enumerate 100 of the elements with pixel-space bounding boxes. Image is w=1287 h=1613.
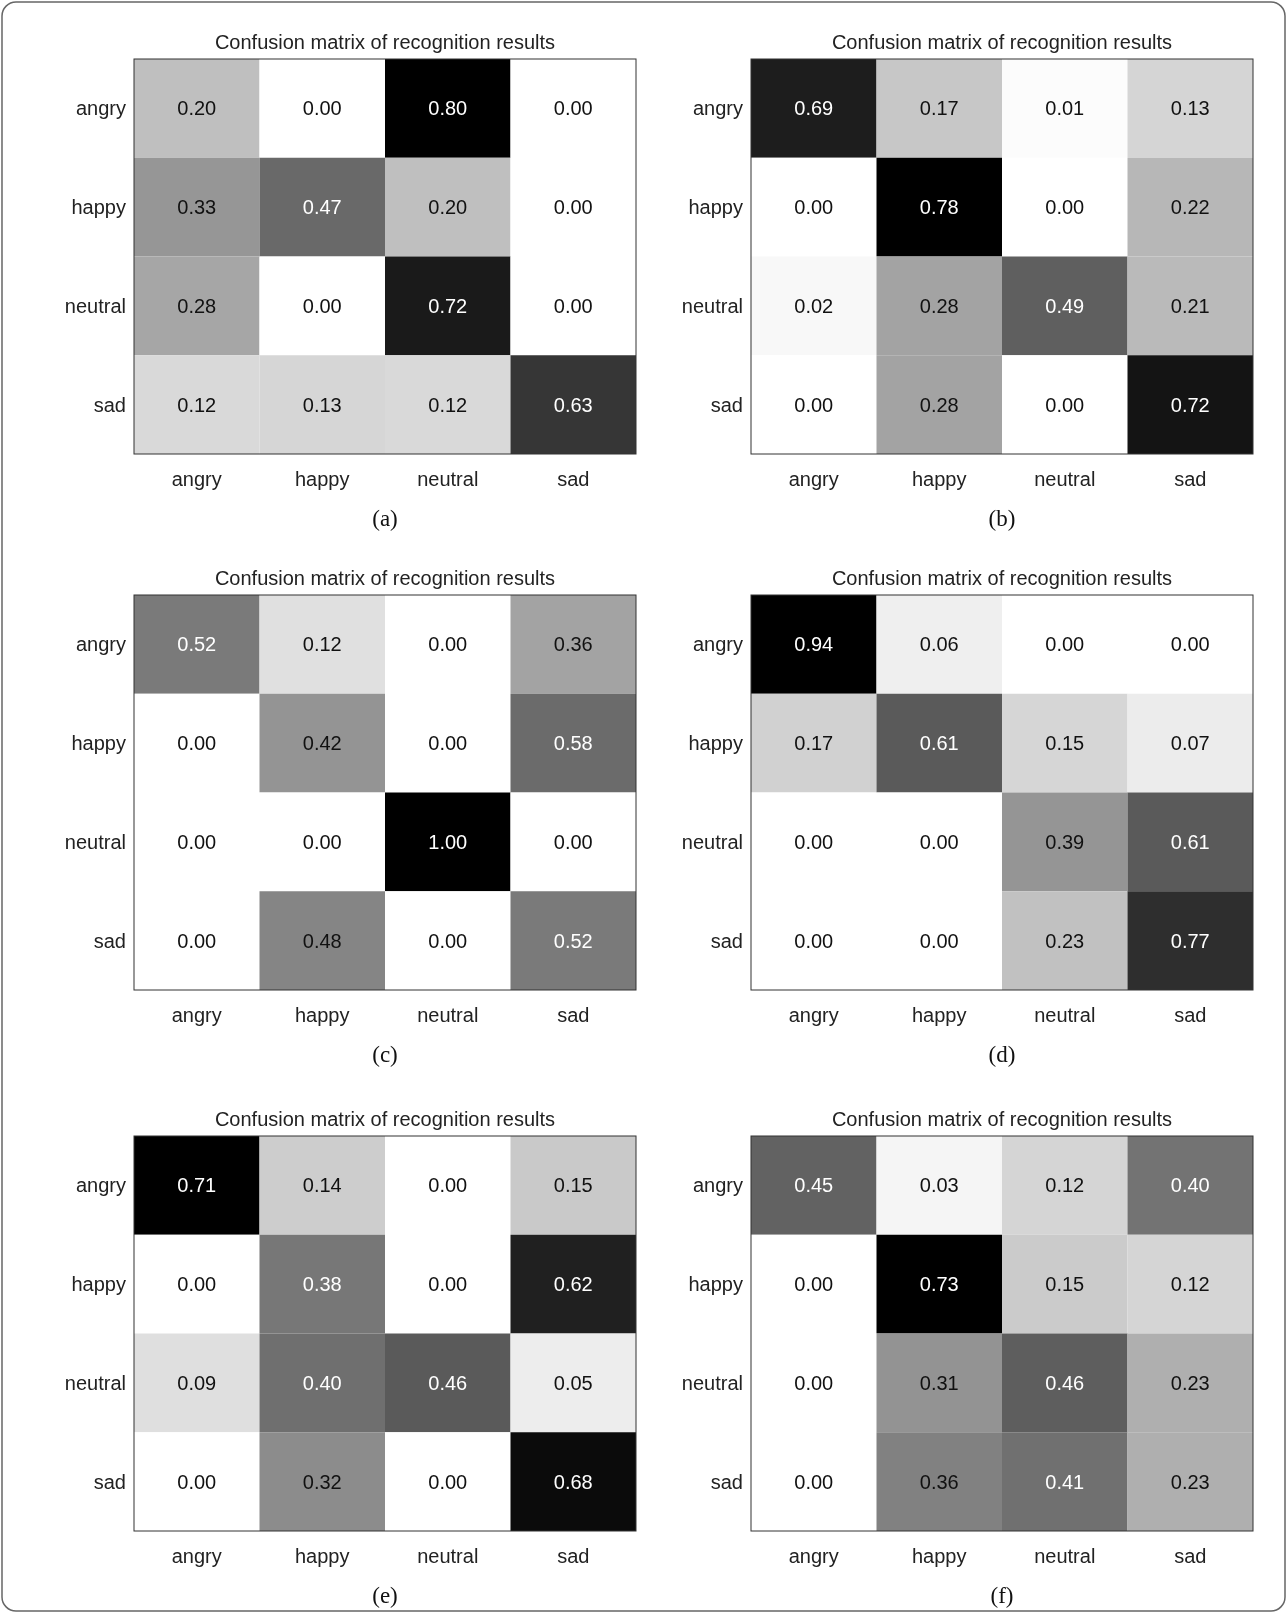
data-label: 0.07 — [1170, 732, 1210, 755]
data-label: 0.00 — [794, 196, 834, 219]
data-label: 0.00 — [553, 830, 593, 853]
data-label: 0.05 — [553, 1371, 593, 1394]
data-label: 0.00 — [919, 929, 959, 952]
y-tick-label: sad — [710, 1470, 743, 1493]
y-tick-label: angry — [75, 97, 126, 120]
chart-title: Confusion matrix of recognition results — [214, 567, 556, 589]
x-tick-label: angry — [171, 1545, 222, 1567]
data-label: 0.28 — [919, 393, 959, 416]
data-label: 0.21 — [1170, 294, 1210, 317]
data-label: 0.15 — [1045, 732, 1085, 755]
data-label: 0.69 — [794, 97, 834, 120]
data-label: 0.00 — [177, 732, 217, 755]
chart-title: Confusion matrix of recognition results — [214, 31, 556, 53]
data-label: 0.72 — [1170, 393, 1210, 416]
data-label: 0.13 — [302, 393, 342, 416]
data-label: 0.00 — [428, 1470, 468, 1493]
data-label: 0.00 — [177, 1470, 217, 1493]
y-tick-label: happy — [71, 732, 126, 755]
chart-title: Confusion matrix of recognition results — [831, 31, 1173, 53]
text: (f) — [990, 1583, 1014, 1608]
data-label: 0.71 — [177, 1174, 217, 1197]
data-label: 0.17 — [794, 732, 834, 755]
data-label: 0.20 — [177, 97, 217, 120]
data-label: 0.77 — [1170, 929, 1210, 952]
data-label: 0.00 — [177, 830, 217, 853]
x-tick-label: neutral — [417, 1004, 479, 1026]
data-label: 0.00 — [1170, 633, 1210, 656]
data-label: 0.12 — [428, 393, 468, 416]
data-label: 0.39 — [1045, 830, 1085, 853]
y-tick-label: happy — [688, 1273, 743, 1296]
text: (b) — [988, 506, 1016, 531]
data-label: 0.46 — [428, 1371, 468, 1394]
x-tick-label: happy — [295, 1545, 350, 1567]
x-tick-label: angry — [788, 1545, 839, 1567]
x-tick-label: sad — [1174, 468, 1207, 490]
data-label: 0.17 — [919, 97, 959, 120]
data-label: 0.45 — [794, 1174, 834, 1197]
x-tick-label: happy — [295, 468, 350, 490]
y-tick-label: angry — [692, 1174, 743, 1197]
data-label: 0.58 — [553, 732, 593, 755]
data-label: 0.00 — [794, 393, 834, 416]
data-label: 1.00 — [428, 830, 468, 853]
x-tick-label: sad — [1174, 1545, 1207, 1567]
data-label: 0.00 — [553, 196, 593, 219]
data-label: 0.72 — [428, 294, 468, 317]
x-tick-label: happy — [912, 1004, 967, 1026]
y-tick-label: happy — [71, 196, 126, 219]
data-label: 0.23 — [1045, 929, 1085, 952]
data-label: 0.36 — [919, 1470, 959, 1493]
data-label: 0.40 — [302, 1371, 342, 1394]
data-label: 0.03 — [919, 1174, 959, 1197]
data-label: 0.78 — [919, 196, 959, 219]
data-label: 0.22 — [1170, 196, 1210, 219]
y-tick-label: neutral — [64, 830, 126, 853]
data-label: 0.36 — [553, 633, 593, 656]
chart-title: Confusion matrix of recognition results — [214, 1108, 556, 1130]
y-tick-label: happy — [71, 1273, 126, 1296]
y-tick-label: happy — [688, 196, 743, 219]
data-label: 0.09 — [177, 1371, 217, 1394]
y-tick-label: sad — [93, 393, 126, 416]
y-tick-label: angry — [692, 97, 743, 120]
chart-title: Confusion matrix of recognition results — [831, 1108, 1173, 1130]
chart-title: Confusion matrix of recognition results — [831, 567, 1173, 589]
y-tick-label: sad — [710, 929, 743, 952]
data-label: 0.00 — [794, 1470, 834, 1493]
x-tick-label: sad — [1174, 1004, 1207, 1026]
x-tick-label: neutral — [417, 468, 479, 490]
data-label: 0.28 — [177, 294, 217, 317]
x-tick-label: neutral — [1034, 1545, 1096, 1567]
data-label: 0.00 — [428, 929, 468, 952]
text: (d) — [988, 1042, 1016, 1067]
data-label: 0.40 — [1170, 1174, 1210, 1197]
data-label: 0.00 — [1045, 196, 1085, 219]
y-tick-label: sad — [93, 929, 126, 952]
data-label: 0.63 — [553, 393, 593, 416]
data-label: 0.73 — [919, 1273, 959, 1296]
y-tick-label: neutral — [64, 294, 126, 317]
data-label: 0.61 — [919, 732, 959, 755]
data-label: 0.00 — [428, 1273, 468, 1296]
data-label: 0.61 — [1170, 830, 1210, 853]
data-label: 0.12 — [177, 393, 217, 416]
text: (a) — [372, 506, 398, 531]
y-tick-label: sad — [710, 393, 743, 416]
y-tick-label: angry — [75, 633, 126, 656]
data-label: 0.62 — [553, 1273, 593, 1296]
data-label: 0.28 — [919, 294, 959, 317]
y-tick-label: angry — [75, 1174, 126, 1197]
x-tick-label: sad — [557, 1545, 590, 1567]
data-label: 0.32 — [302, 1470, 342, 1493]
data-label: 0.42 — [302, 732, 342, 755]
x-tick-label: happy — [912, 1545, 967, 1567]
data-label: 0.52 — [177, 633, 217, 656]
data-label: 0.23 — [1170, 1371, 1210, 1394]
x-tick-label: angry — [171, 468, 222, 490]
data-label: 0.15 — [553, 1174, 593, 1197]
y-tick-label: neutral — [681, 294, 743, 317]
data-label: 0.00 — [919, 830, 959, 853]
y-tick-label: neutral — [681, 1371, 743, 1394]
